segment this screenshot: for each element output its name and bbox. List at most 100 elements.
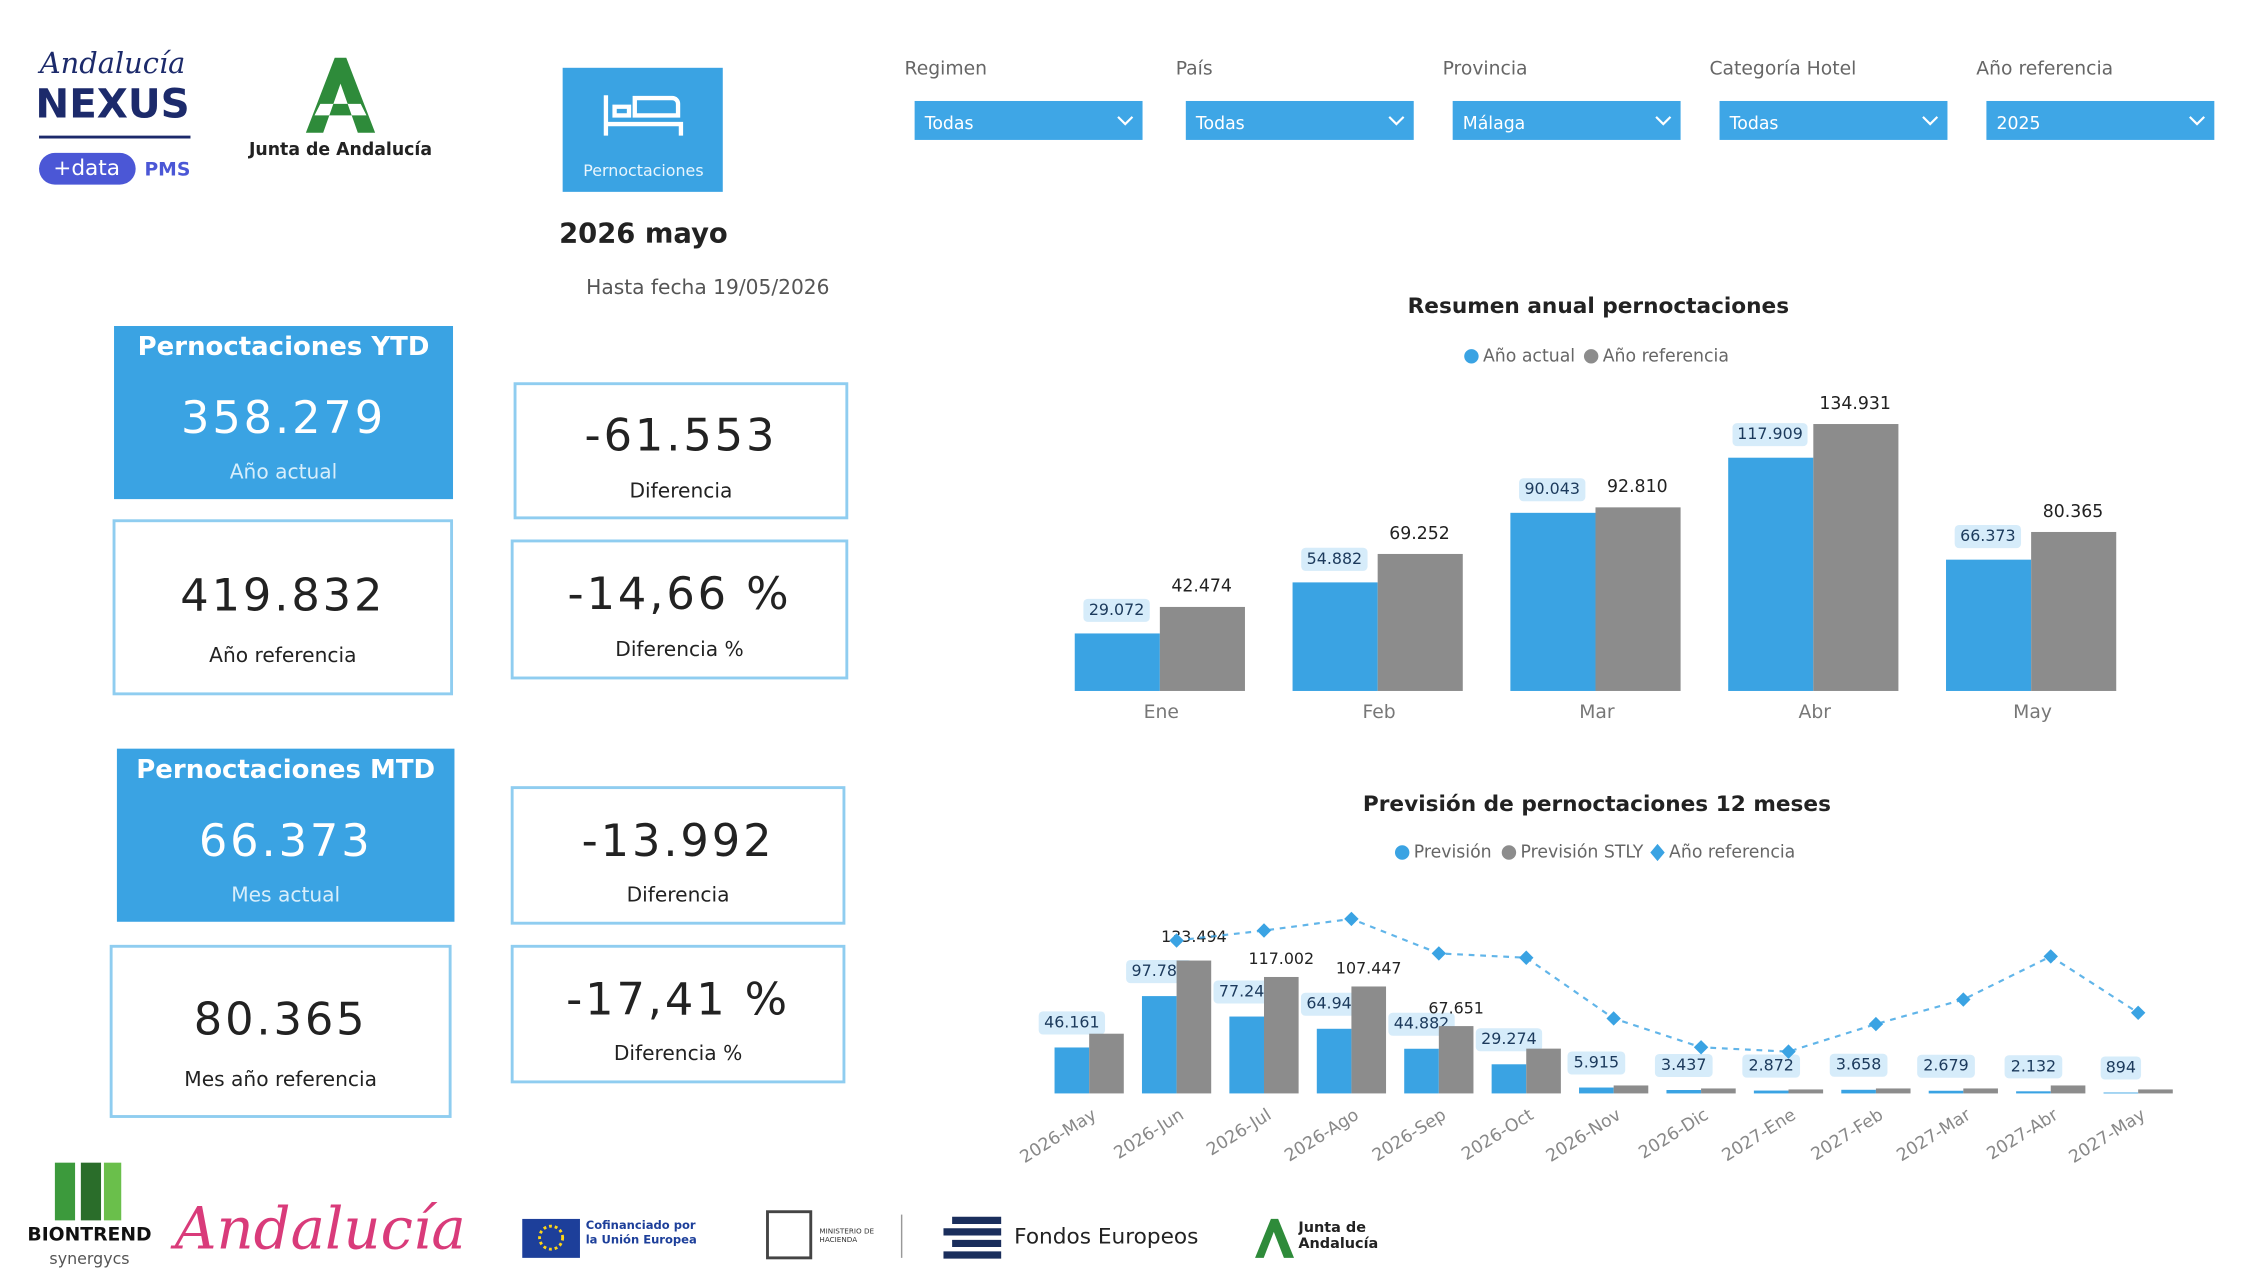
- data-label-bg: [1301, 547, 1368, 571]
- biontrend-logo: [103, 1162, 122, 1221]
- legend-marker: [1501, 845, 1517, 860]
- kpi-card: [510, 539, 849, 680]
- filter-value[interactable]: Todas: [924, 114, 974, 134]
- data-label: 3.658: [1836, 1055, 1881, 1074]
- kpi-caption: Diferencia %: [615, 637, 743, 661]
- data-label: 117.909: [1737, 424, 1803, 443]
- legend-label: Año referencia: [1603, 346, 1729, 366]
- data-label-bg: [1038, 1011, 1106, 1035]
- kpi-card: [510, 786, 846, 925]
- kpi-caption: Diferencia: [627, 882, 730, 906]
- data-label: 133.494: [1161, 927, 1227, 946]
- bar: [1292, 582, 1378, 691]
- kpi-card: [513, 382, 849, 520]
- legend-label: Año referencia: [1669, 843, 1795, 863]
- x-tick-label: Ene: [1144, 702, 1179, 723]
- x-tick-label: May: [2013, 702, 2052, 723]
- bar: [1263, 976, 1299, 1094]
- chevron: [2189, 116, 2205, 126]
- kpi-value: 419.832: [180, 569, 385, 622]
- data-label: 107.447: [1336, 959, 1402, 978]
- kpi-card: [114, 326, 454, 500]
- data-label: 2.132: [2011, 1056, 2056, 1075]
- filter-dropdown[interactable]: [1719, 100, 1948, 140]
- filter-value[interactable]: Todas: [1195, 114, 1245, 134]
- logo-tag: PMS: [144, 160, 190, 181]
- filter-value[interactable]: Málaga: [1463, 114, 1526, 134]
- data-label-bg: [1388, 1012, 1455, 1036]
- data-label-bg: [2004, 1055, 2063, 1079]
- data-label-bg: [1213, 980, 1280, 1004]
- filter-dropdown[interactable]: [914, 100, 1143, 140]
- kpi-caption: Mes actual: [231, 882, 340, 906]
- bar: [1229, 1016, 1264, 1094]
- bar: [2103, 1092, 2139, 1094]
- data-label: 97.788: [1132, 961, 1188, 980]
- logo-brand: NEXUS: [35, 81, 189, 128]
- data-label-bg: [1732, 423, 1808, 447]
- chart-title: Previsión de pernoctaciones 12 meses: [1363, 792, 1831, 817]
- kpi-caption: Diferencia: [630, 478, 733, 502]
- bar: [1074, 633, 1160, 691]
- kpi-caption: Mes año referencia: [184, 1067, 377, 1091]
- kpi-card: [510, 944, 846, 1084]
- data-label: 134.931: [1819, 394, 1891, 414]
- line-point: [1256, 923, 1272, 938]
- data-label: 77.240: [1219, 982, 1275, 1001]
- filter-dropdown[interactable]: [1986, 100, 2215, 140]
- legend-marker: [1650, 843, 1665, 862]
- bar: [1753, 1090, 1789, 1094]
- bar: [1813, 424, 1899, 691]
- data-label-bg: [1742, 1054, 1801, 1078]
- bar: [1963, 1088, 1998, 1094]
- bar: [1579, 1087, 1614, 1094]
- kpi-title: Pernoctaciones MTD: [136, 755, 435, 785]
- nav-button[interactable]: [562, 67, 723, 192]
- data-label-bg: [1917, 1054, 1975, 1078]
- synergycs: synergycs: [49, 1249, 129, 1268]
- nav-button-label[interactable]: Pernoctaciones: [583, 161, 703, 180]
- bar: [1946, 559, 2032, 691]
- fondos-logo: [943, 1216, 1002, 1259]
- chevron: [1388, 116, 1405, 126]
- data-label-bg: [1475, 1028, 1543, 1052]
- period: 2026 mayo: [559, 219, 728, 250]
- data-label: 44.882: [1394, 1014, 1450, 1033]
- logo-title: Andalucía: [37, 46, 185, 80]
- eu-text: Cofinanciado por la Unión Europea: [585, 1218, 697, 1247]
- filter-dropdown[interactable]: [1452, 100, 1681, 140]
- bar: [1054, 1047, 1090, 1094]
- data-label-bg: [1300, 992, 1368, 1016]
- filter-label: Regimen: [905, 59, 988, 80]
- bar: [1159, 606, 1245, 691]
- bar: [1666, 1090, 1702, 1094]
- filter-value[interactable]: Todas: [1729, 114, 1779, 134]
- filter-label: Provincia: [1443, 59, 1528, 80]
- chevron: [1922, 116, 1939, 126]
- data-label: 66.373: [1960, 526, 2016, 545]
- bar: [2031, 531, 2117, 691]
- data-label: 29.072: [1089, 600, 1145, 619]
- eu-stars: [538, 1224, 565, 1251]
- bar: [1526, 1048, 1561, 1094]
- chevron: [1117, 116, 1134, 126]
- filter-dropdown[interactable]: [1185, 100, 1414, 140]
- bar: [1510, 512, 1596, 691]
- data-label: 2.679: [1923, 1056, 1968, 1075]
- chart-title: Resumen anual pernoctaciones: [1408, 294, 1789, 319]
- data-label-bg: [1954, 525, 2022, 549]
- filter-value[interactable]: 2025: [1997, 114, 2041, 134]
- bar: [1089, 1033, 1124, 1094]
- line-point: [1868, 1016, 1884, 1032]
- data-label: 42.474: [1171, 577, 1232, 597]
- data-label-bg: [1519, 478, 1586, 502]
- junta-logo: [305, 57, 376, 133]
- line-point: [1606, 1011, 1621, 1026]
- line: [1176, 917, 2139, 1053]
- ministerio-box: MINISTERIO DE HACIENDA: [819, 1228, 874, 1245]
- biontrend: BIONTREND: [27, 1224, 151, 1245]
- kpi-value: -13.992: [582, 814, 775, 867]
- kpi-value: -14,66 %: [568, 567, 792, 620]
